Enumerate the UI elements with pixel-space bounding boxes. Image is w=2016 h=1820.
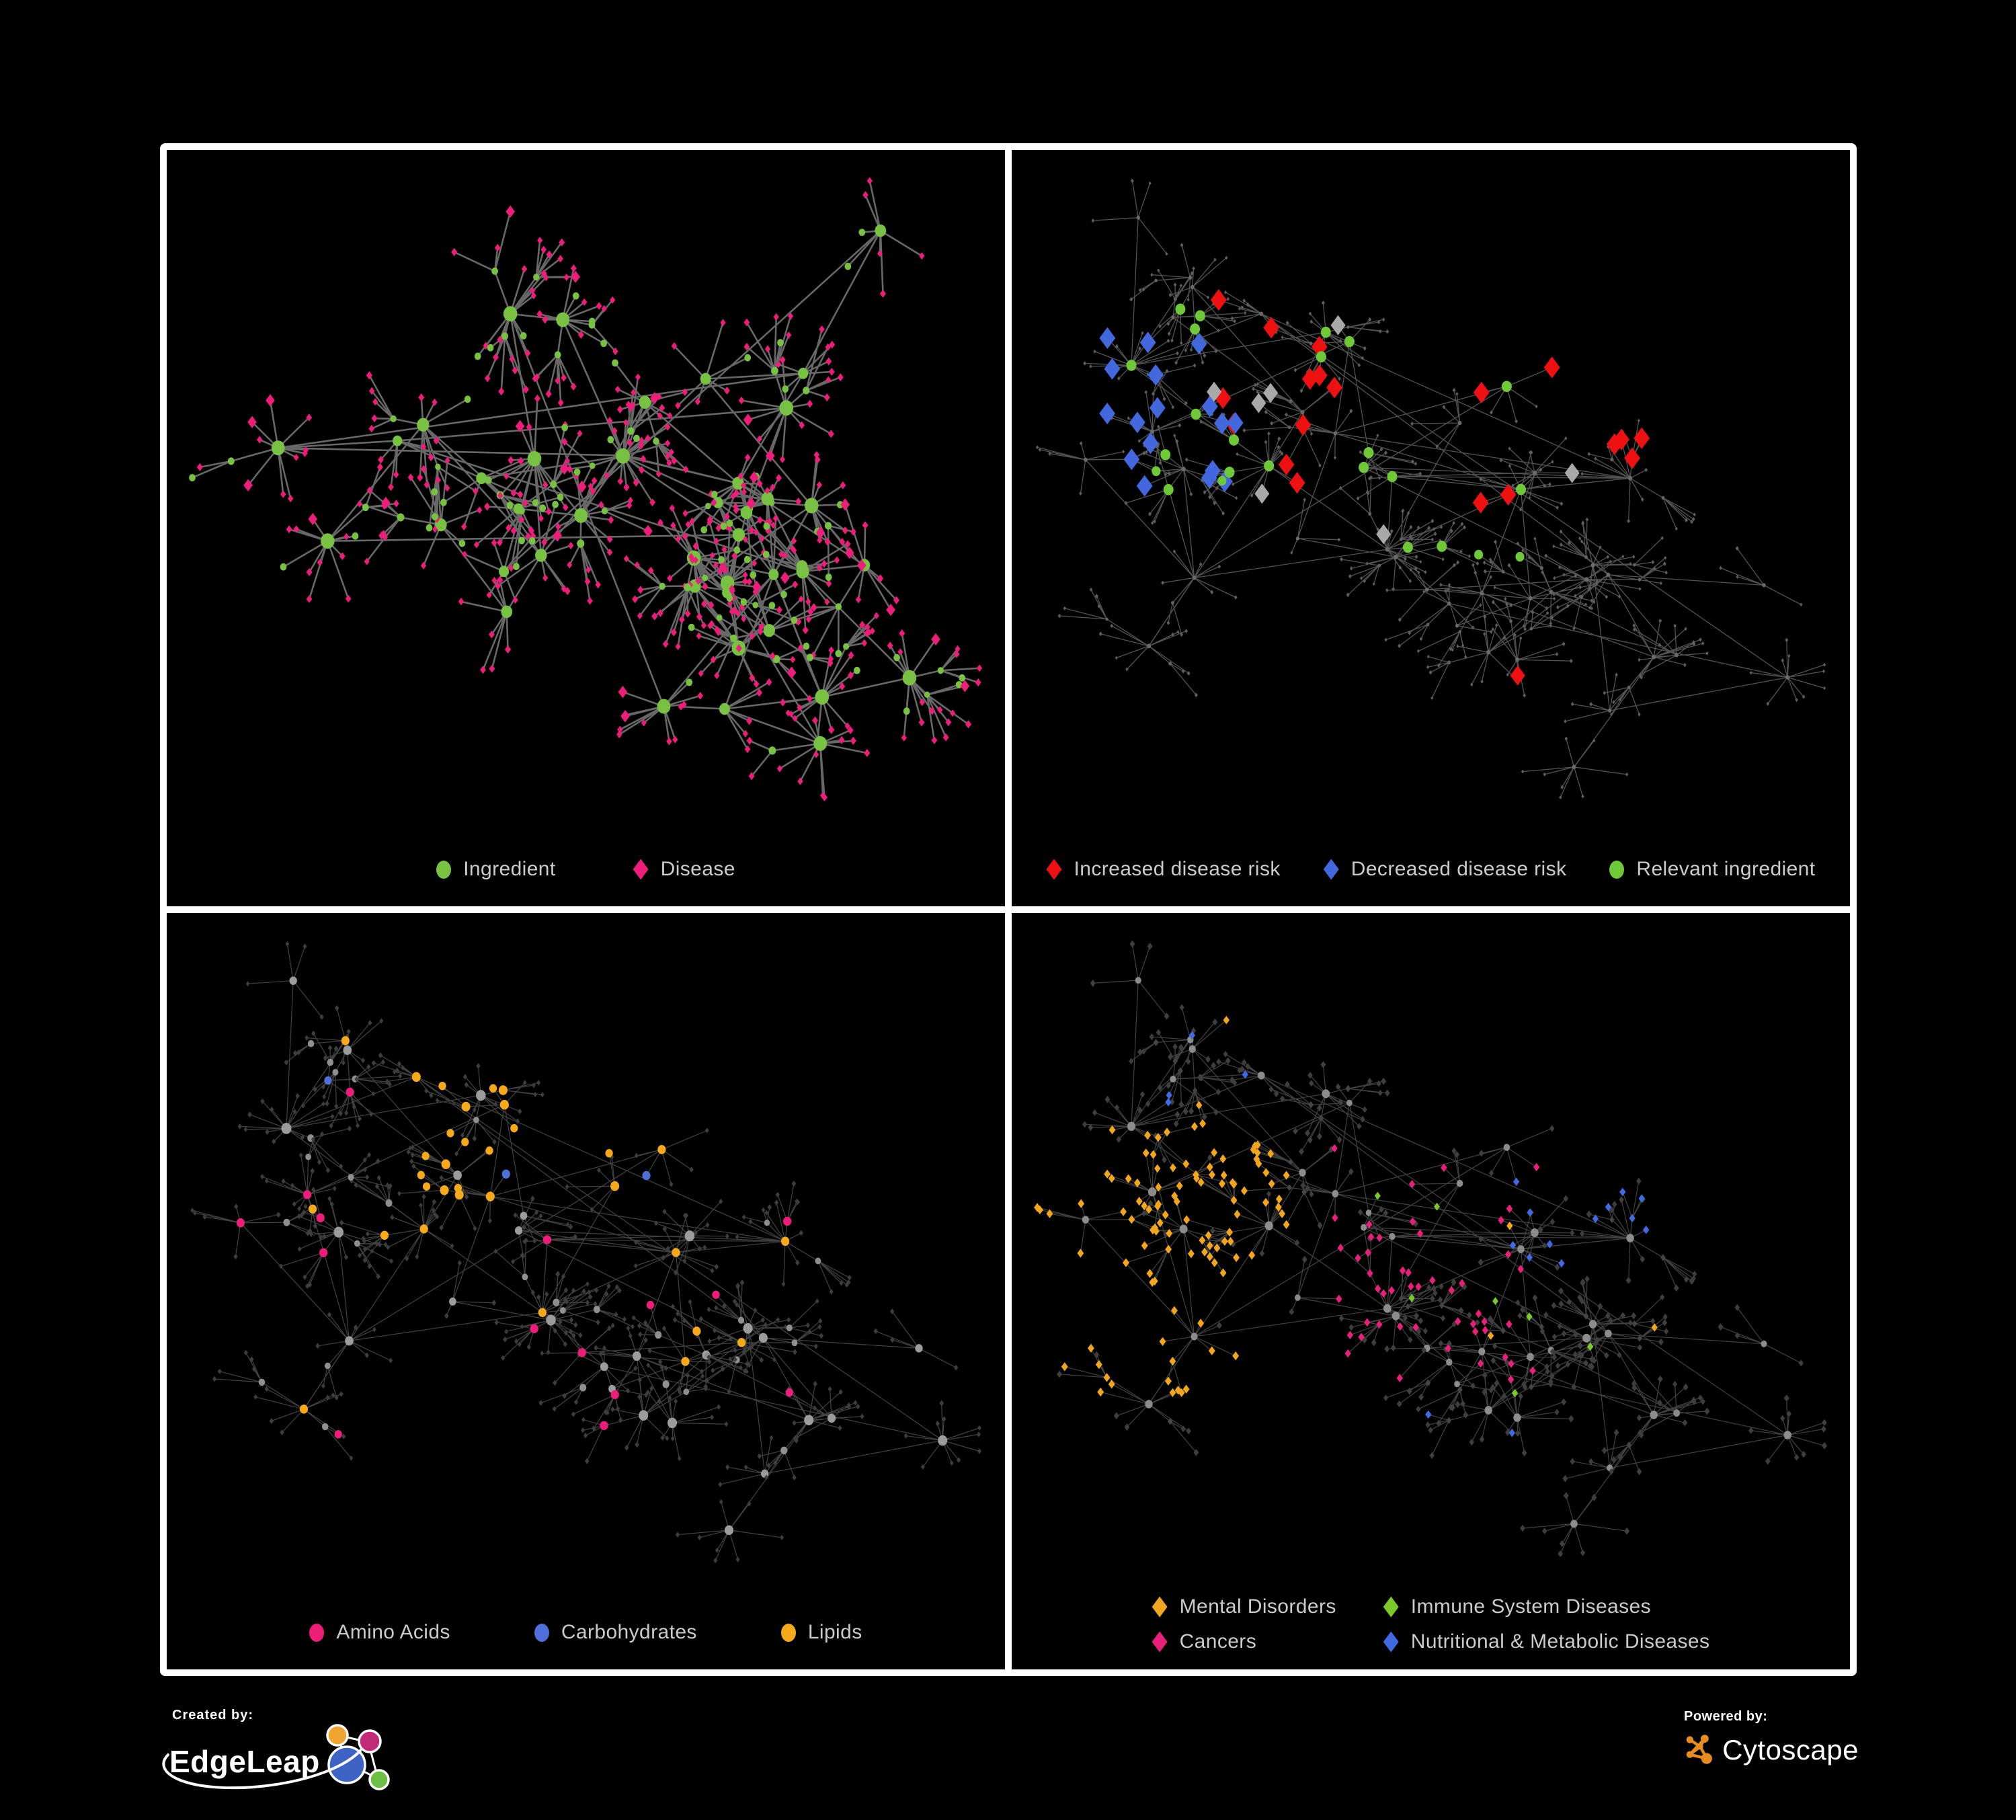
legend-label: Immune System Diseases: [1410, 1595, 1651, 1618]
relevant-ingredient-legend-marker-icon: [1609, 860, 1625, 879]
legend-label: Disease: [660, 858, 735, 880]
legend-item: Decreased disease risk: [1323, 858, 1567, 881]
legend-label: Ingredient: [463, 858, 556, 880]
highlight-nodes-layer: [236, 1036, 793, 1439]
legend-label: Mental Disorders: [1179, 1595, 1336, 1618]
legend-item: Ingredient: [436, 858, 555, 881]
legend-label: Carbohydrates: [561, 1621, 697, 1643]
legend-disease-risk: Increased disease risk Decreased disease…: [1012, 858, 1850, 881]
panel-nutrient-categories: Amino Acids Carbohydrates Lipids: [167, 913, 1005, 1669]
base-nodes-layer: [196, 177, 983, 801]
legend-disease-categories: Mental Disorders Immune System Diseases …: [1012, 1595, 1850, 1653]
legend-item: Cancers: [1152, 1630, 1336, 1653]
legend-label: Relevant ingredient: [1636, 858, 1816, 880]
panel-ingredient-disease: Ingredient Disease: [167, 150, 1005, 906]
panel-disease-risk: Increased disease risk Decreased disease…: [1012, 150, 1850, 906]
cancers-legend-marker-icon: [1152, 1631, 1168, 1653]
disease-category-network-graph: [1034, 940, 1827, 1558]
legend-item: Carbohydrates: [534, 1621, 697, 1644]
legend-label: Increased disease risk: [1074, 858, 1281, 880]
ingredient-disease-network-graph: [189, 177, 983, 801]
edges-layer: [1037, 180, 1825, 798]
cytoscape-logo-icon: [1686, 1735, 1712, 1764]
amino-acids-legend-marker-icon: [309, 1623, 325, 1642]
legend-label: Lipids: [807, 1621, 862, 1643]
highlight-nodes-layer: [189, 205, 970, 723]
legend-item: Increased disease risk: [1046, 858, 1281, 881]
edgeleap-logo-icon: [326, 1724, 390, 1790]
powered-by-block: Powered by: Cytoscape: [1684, 1709, 1859, 1796]
legend-ingredient-disease: Ingredient Disease: [167, 858, 1005, 881]
legend-item: Lipids: [780, 1621, 862, 1644]
legend-label: Cancers: [1179, 1630, 1257, 1653]
disease-legend-marker-icon: [633, 859, 649, 880]
edges-layer: [192, 943, 980, 1561]
created-by-block: Created by: EdgeLeap: [162, 1708, 411, 1815]
legend-item: Amino Acids: [309, 1621, 450, 1644]
legend-item: Immune System Diseases: [1383, 1595, 1710, 1618]
edgeleap-brand-wordmark: EdgeLeap: [169, 1744, 320, 1779]
edges-layer: [192, 180, 980, 798]
legend-nutrient-categories: Amino Acids Carbohydrates Lipids: [167, 1621, 1005, 1644]
increased-risk-legend-marker-icon: [1046, 859, 1062, 880]
metabolic-diseases-legend-marker-icon: [1383, 1631, 1399, 1653]
edges-layer: [1037, 943, 1825, 1554]
legend-item: Mental Disorders: [1152, 1595, 1336, 1618]
nutrient-category-network-graph: [190, 941, 982, 1564]
legend-label: Amino Acids: [336, 1621, 450, 1643]
powered-by-label: Powered by:: [1684, 1709, 1768, 1724]
base-nodes-layer: [1057, 940, 1827, 1558]
immune-diseases-legend-marker-icon: [1383, 1596, 1399, 1618]
legend-item: Disease: [633, 858, 735, 881]
highlight-nodes-layer: [1099, 289, 1650, 686]
base-nodes-layer: [1035, 178, 1826, 799]
panel-disease-categories: Mental Disorders Immune System Diseases …: [1012, 913, 1850, 1669]
base-nodes-layer: [190, 941, 982, 1564]
legend-label: Decreased disease risk: [1350, 858, 1567, 880]
decreased-risk-legend-marker-icon: [1323, 859, 1339, 880]
disease-risk-network-graph: [1035, 178, 1826, 799]
mental-disorders-legend-marker-icon: [1152, 1596, 1168, 1618]
cytoscape-brand-wordmark: Cytoscape: [1722, 1734, 1859, 1766]
highlight-nodes-layer: [1034, 1015, 1658, 1437]
panels-frame: Ingredient Disease Increased disease ris…: [160, 143, 1857, 1676]
ingredient-legend-marker-icon: [436, 860, 452, 879]
carbohydrates-legend-marker-icon: [534, 1623, 549, 1642]
legend-item: Nutritional & Metabolic Diseases: [1383, 1630, 1710, 1653]
legend-item: Relevant ingredient: [1609, 858, 1815, 881]
lipids-legend-marker-icon: [780, 1623, 796, 1642]
legend-label: Nutritional & Metabolic Diseases: [1410, 1630, 1710, 1653]
created-by-label: Created by:: [172, 1708, 254, 1723]
